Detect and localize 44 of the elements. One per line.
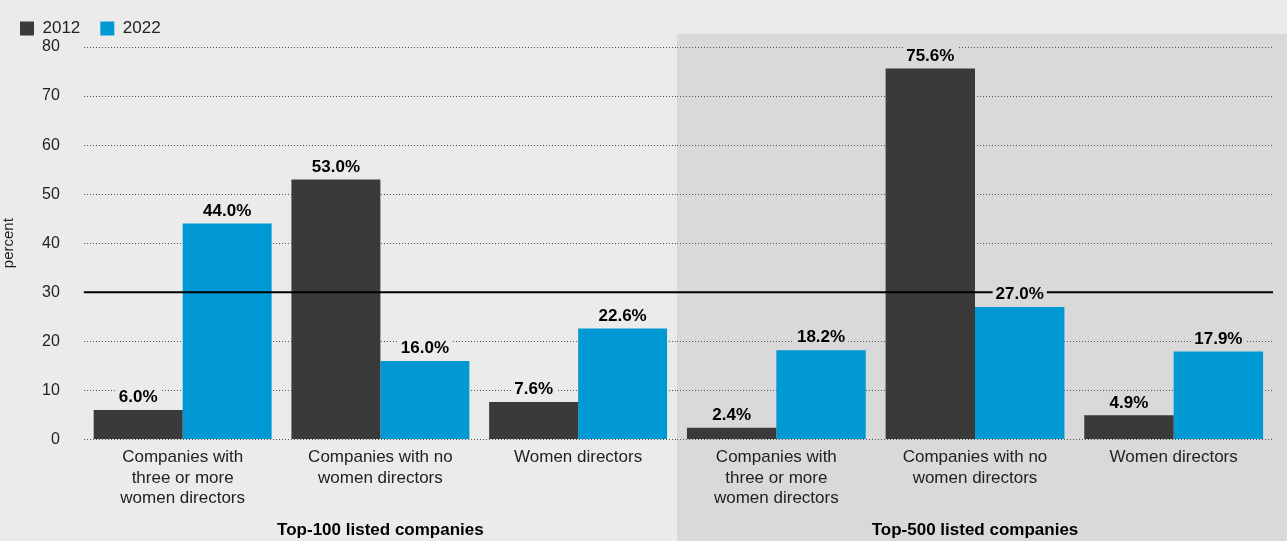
bar bbox=[1173, 351, 1264, 439]
x-tick-label: Women directors bbox=[1109, 447, 1238, 467]
y-tick-label: 50 bbox=[42, 184, 60, 202]
bar bbox=[975, 306, 1065, 439]
bar bbox=[686, 427, 777, 439]
y-tick-label: 0 bbox=[50, 429, 60, 447]
y-axis-title: percent bbox=[0, 217, 17, 269]
x-axis-title: Top-100 listed companies bbox=[277, 520, 484, 540]
data-label: 75.6% bbox=[906, 45, 955, 65]
data-label: 22.6% bbox=[598, 305, 647, 325]
x-tick-label: Companies with no women directors bbox=[308, 447, 453, 487]
data-label: 4.9% bbox=[1109, 392, 1149, 412]
bar bbox=[182, 223, 272, 439]
x-tick-label: Companies with no women directors bbox=[902, 447, 1048, 487]
y-tick-label: 60 bbox=[42, 135, 60, 153]
data-label: 6.0% bbox=[118, 387, 158, 407]
data-label: 44.0% bbox=[203, 200, 252, 220]
legend-label: 2022 bbox=[122, 18, 161, 38]
data-label: 16.0% bbox=[400, 338, 449, 358]
data-label: 17.9% bbox=[1194, 328, 1243, 348]
bar bbox=[380, 360, 470, 439]
data-label: 27.0% bbox=[995, 284, 1044, 304]
x-tick-label: Companies with three or more women directors bbox=[712, 447, 839, 508]
bar bbox=[885, 68, 975, 439]
bar bbox=[1084, 415, 1174, 439]
data-label: 53.0% bbox=[311, 156, 361, 176]
x-axis-title: Top-500 listed companies bbox=[871, 520, 1079, 540]
x-tick-label: Companies with three or more women directors bbox=[119, 447, 246, 508]
y-tick-label: 30 bbox=[42, 282, 60, 300]
bar bbox=[776, 350, 866, 439]
data-label: 2.4% bbox=[712, 404, 752, 424]
y-tick-label: 70 bbox=[42, 86, 60, 104]
y-tick-label: 20 bbox=[42, 331, 60, 349]
bar bbox=[578, 328, 668, 439]
y-tick-label: 40 bbox=[42, 233, 60, 251]
legend-label: 2012 bbox=[42, 18, 81, 38]
y-tick-label: 10 bbox=[42, 380, 60, 398]
data-label: 7.6% bbox=[514, 379, 554, 399]
x-tick-label: Women directors bbox=[514, 447, 643, 467]
bar bbox=[93, 409, 183, 439]
bar bbox=[489, 402, 579, 439]
y-tick-label: 80 bbox=[42, 37, 60, 55]
data-label: 18.2% bbox=[796, 327, 846, 347]
bar bbox=[291, 179, 381, 439]
